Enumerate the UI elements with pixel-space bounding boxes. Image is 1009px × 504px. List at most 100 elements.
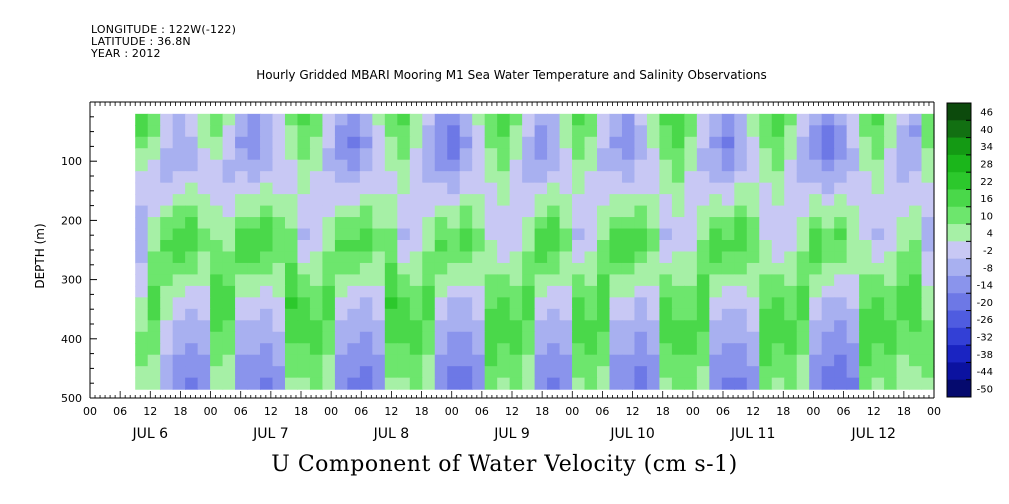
heatmap-cell	[222, 331, 236, 344]
heatmap-cell	[284, 148, 299, 161]
heatmap-cell	[160, 136, 174, 149]
heatmap-cell	[909, 343, 923, 356]
heatmap-cell	[784, 205, 798, 218]
heatmap-cell	[859, 136, 873, 149]
colorbar-label: 40	[980, 125, 993, 136]
heatmap-cell	[160, 274, 174, 287]
heatmap-cell	[784, 331, 798, 344]
heatmap-cell	[247, 182, 261, 195]
heatmap-cell	[284, 205, 299, 218]
heatmap-cell	[659, 354, 673, 367]
heatmap-cell	[634, 331, 648, 344]
heatmap-cell	[734, 377, 748, 390]
heatmap-cell	[135, 171, 149, 184]
heatmap-cell	[297, 366, 311, 379]
heatmap-cell	[859, 354, 873, 367]
heatmap-cell	[646, 320, 661, 333]
heatmap-cell	[547, 113, 561, 126]
heatmap-cell	[284, 159, 299, 172]
heatmap-cell	[247, 228, 261, 241]
heatmap-cell	[260, 377, 274, 390]
heatmap-cell	[235, 331, 249, 344]
heatmap-cell	[609, 240, 623, 253]
heatmap-cell	[260, 159, 274, 172]
heatmap-cell	[334, 320, 348, 333]
heatmap-cell	[210, 217, 224, 230]
heatmap-cell	[597, 308, 611, 321]
heatmap-cell	[846, 171, 860, 184]
heatmap-cell	[734, 308, 748, 321]
heatmap-cell	[709, 217, 723, 230]
heatmap-cell	[646, 354, 661, 367]
heatmap-cell	[247, 159, 261, 172]
heatmap-cell	[821, 217, 835, 230]
heatmap-cell	[621, 262, 636, 276]
heatmap-cell	[809, 240, 823, 253]
heatmap-cell	[771, 113, 785, 126]
heatmap-cell	[497, 136, 511, 149]
heatmap-cell	[871, 194, 885, 207]
heatmap-cell	[309, 285, 324, 298]
heatmap-cell	[846, 297, 860, 310]
heatmap-cell	[260, 308, 274, 321]
heatmap-cell	[846, 331, 860, 344]
heatmap-cell	[210, 148, 224, 161]
heatmap-cell	[696, 308, 710, 321]
heatmap-cell	[384, 354, 398, 367]
heatmap-cell	[534, 377, 548, 390]
heatmap-cell	[297, 205, 311, 218]
heatmap-cell	[771, 308, 785, 321]
heatmap-cell	[172, 205, 186, 218]
heatmap-cell	[572, 159, 586, 172]
x-hour-label: 12	[505, 405, 519, 418]
heatmap-cell	[172, 159, 186, 172]
heatmap-cell	[734, 125, 748, 138]
heatmap-cell	[547, 366, 561, 379]
heatmap-cell	[634, 274, 648, 287]
heatmap-cell	[272, 343, 286, 356]
heatmap-cell	[434, 343, 448, 356]
heatmap-cell	[135, 240, 149, 253]
heatmap-cell	[609, 148, 623, 161]
heatmap-cell	[372, 159, 386, 172]
heatmap-cell	[809, 113, 823, 126]
longitude-label: LONGITUDE : 122W(-122)	[91, 23, 237, 36]
heatmap-cell	[497, 182, 511, 195]
heatmap-cell	[771, 159, 785, 172]
heatmap-cell	[384, 331, 398, 344]
heatmap-cell	[796, 159, 810, 172]
heatmap-cell	[272, 262, 286, 276]
heatmap-cell	[759, 136, 773, 149]
heatmap-cell	[372, 343, 386, 356]
heatmap-cell	[572, 366, 586, 379]
heatmap-cell	[584, 194, 598, 207]
heatmap-cell	[834, 171, 848, 184]
heatmap-cell	[372, 194, 386, 207]
heatmap-cell	[921, 251, 935, 264]
heatmap-cell	[871, 148, 885, 161]
heatmap-cell	[172, 148, 186, 161]
colorbar-label: 22	[980, 177, 993, 188]
heatmap-cell	[197, 366, 211, 379]
heatmap-cell	[846, 320, 860, 333]
heatmap-cell	[709, 297, 723, 310]
heatmap-cell	[896, 171, 910, 184]
heatmap-cell	[197, 205, 211, 218]
heatmap-cell	[746, 262, 760, 276]
heatmap-cell	[222, 285, 236, 298]
heatmap-cell	[796, 377, 810, 390]
heatmap-cell	[447, 320, 461, 333]
heatmap-cell	[359, 113, 373, 126]
heatmap-cell	[447, 125, 461, 138]
heatmap-cell	[921, 331, 935, 344]
heatmap-cell	[597, 377, 611, 390]
heatmap-cell	[247, 240, 261, 253]
x-day-label: JUL 12	[850, 426, 895, 442]
heatmap-cell	[896, 251, 910, 264]
heatmap-cell	[260, 194, 274, 207]
heatmap-cell	[921, 240, 935, 253]
heatmap-cell	[734, 171, 748, 184]
heatmap-cell	[434, 194, 448, 207]
heatmap-cell	[584, 377, 598, 390]
heatmap-cell	[347, 228, 361, 241]
